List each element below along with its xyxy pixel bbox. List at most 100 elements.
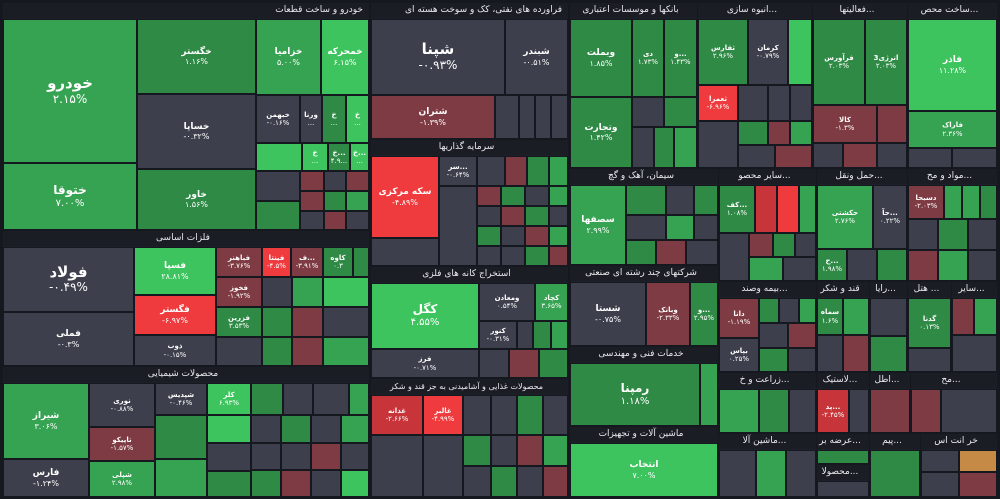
stock-tile[interactable]: فملی -۰.۳%: [3, 312, 134, 366]
stock-tile[interactable]: [256, 201, 300, 230]
stock-tile[interactable]: [324, 211, 346, 230]
stock-tile[interactable]: ذوب -۰.۱۵%: [134, 335, 216, 366]
stock-tile[interactable]: [773, 233, 795, 257]
stock-tile[interactable]: [817, 335, 843, 372]
stock-tile[interactable]: [256, 171, 300, 201]
stock-tile[interactable]: [738, 85, 768, 121]
stock-tile[interactable]: [341, 443, 369, 470]
stock-tile[interactable]: [968, 250, 997, 281]
stock-tile[interactable]: [788, 323, 816, 348]
stock-tile[interactable]: کالا -۱.۳%: [813, 105, 877, 143]
stock-tile[interactable]: ثفارس ۲.۹۶%: [698, 19, 748, 85]
stock-tile[interactable]: [353, 247, 369, 277]
stock-tile[interactable]: [281, 470, 311, 497]
stock-tile[interactable]: [256, 143, 302, 171]
stock-tile[interactable]: خگستر ۱.۱۶%: [137, 19, 256, 94]
stock-tile[interactable]: [775, 145, 812, 168]
stock-tile[interactable]: [938, 219, 968, 250]
stock-tile[interactable]: وتجارت ۱.۴۲%: [570, 97, 632, 168]
stock-tile[interactable]: [283, 383, 313, 415]
stock-tile[interactable]: [626, 185, 666, 215]
stock-tile[interactable]: [870, 389, 910, 433]
stock-tile[interactable]: [738, 145, 775, 168]
stock-tile[interactable]: خ...: [322, 95, 346, 143]
stock-tile[interactable]: [719, 233, 749, 281]
stock-tile[interactable]: [768, 85, 790, 121]
stock-tile[interactable]: [980, 185, 997, 219]
stock-tile[interactable]: [789, 389, 816, 433]
stock-tile[interactable]: [626, 240, 656, 265]
stock-tile[interactable]: [877, 105, 907, 143]
stock-tile[interactable]: [505, 156, 527, 186]
stock-tile[interactable]: [795, 233, 816, 257]
stock-tile[interactable]: [788, 19, 812, 85]
stock-tile[interactable]: [501, 226, 525, 246]
stock-tile[interactable]: ومعادن ۰.۵۴%: [479, 283, 535, 321]
stock-tile[interactable]: [477, 186, 501, 206]
stock-tile[interactable]: فسپا ۲۸.۸۱%: [134, 247, 216, 295]
stock-tile[interactable]: [463, 466, 491, 497]
stock-tile[interactable]: [491, 395, 517, 435]
stock-tile[interactable]: [911, 389, 941, 433]
stock-tile[interactable]: [786, 450, 816, 497]
stock-tile[interactable]: انرژی3 ۲.۰۳%: [865, 19, 907, 105]
stock-tile[interactable]: خزامیا ۵.۰۰%: [256, 19, 321, 95]
stock-tile[interactable]: [738, 121, 768, 145]
stock-tile[interactable]: کرمان -۰.۷۹%: [748, 19, 788, 85]
stock-tile[interactable]: و... ۲.۹۵%: [690, 282, 718, 346]
stock-tile[interactable]: [755, 185, 777, 233]
stock-tile[interactable]: [938, 250, 968, 281]
stock-tile[interactable]: [281, 443, 311, 470]
stock-tile[interactable]: [341, 415, 369, 443]
stock-tile[interactable]: [790, 85, 812, 121]
stock-tile[interactable]: [477, 246, 501, 266]
stock-tile[interactable]: [371, 238, 439, 266]
stock-tile[interactable]: [501, 206, 525, 226]
stock-tile[interactable]: فخوز -۱.۹۲%: [216, 277, 262, 307]
stock-tile[interactable]: [664, 97, 697, 127]
stock-tile[interactable]: [870, 336, 907, 372]
stock-tile[interactable]: پد... -۲.۴۵%: [817, 389, 849, 433]
stock-tile[interactable]: [439, 186, 477, 266]
stock-tile[interactable]: [251, 470, 281, 497]
stock-tile[interactable]: [535, 95, 551, 139]
stock-tile[interactable]: کچاد ۳.۶۵%: [535, 283, 568, 321]
stock-tile[interactable]: [843, 143, 877, 168]
stock-tile[interactable]: [549, 226, 568, 246]
stock-tile[interactable]: [849, 389, 869, 433]
stock-tile[interactable]: [323, 307, 369, 337]
stock-tile[interactable]: انتخاب ۷.۰۰%: [570, 443, 718, 497]
stock-tile[interactable]: فباهنر -۳.۷۶%: [216, 247, 262, 277]
stock-tile[interactable]: وبانک -۲.۳۳%: [646, 282, 690, 346]
stock-tile[interactable]: [817, 450, 869, 464]
stock-tile[interactable]: فولاد -۰.۴۹%: [3, 247, 134, 312]
stock-tile[interactable]: [756, 450, 786, 497]
stock-tile[interactable]: خبهمن -۰.۱۶%: [256, 95, 300, 143]
stock-tile[interactable]: [300, 211, 324, 230]
stock-tile[interactable]: فزرین ۳.۵۳%: [216, 307, 262, 337]
stock-tile[interactable]: [324, 171, 346, 191]
stock-tile[interactable]: [719, 389, 759, 433]
stock-tile[interactable]: و... ۱.۴۳%: [664, 19, 697, 97]
stock-tile[interactable]: شبندر -۰.۵۱%: [505, 19, 568, 95]
stock-tile[interactable]: ختوقا ۷.۰۰%: [3, 163, 137, 230]
stock-tile[interactable]: کلر ۶.۹۳%: [207, 383, 251, 415]
stock-tile[interactable]: [477, 206, 501, 226]
stock-tile[interactable]: [311, 415, 341, 443]
stock-tile[interactable]: [525, 186, 549, 206]
stock-tile[interactable]: [870, 450, 920, 497]
stock-tile[interactable]: [292, 337, 323, 366]
stock-tile[interactable]: [517, 435, 543, 466]
stock-tile[interactable]: نوری -۰.۸۸%: [89, 383, 155, 427]
stock-tile[interactable]: ف... -۳.۹۱%: [291, 247, 323, 277]
stock-tile[interactable]: [908, 348, 951, 372]
stock-tile[interactable]: [479, 349, 509, 378]
stock-tile[interactable]: [323, 277, 369, 307]
stock-tile[interactable]: [968, 219, 997, 250]
stock-tile[interactable]: [921, 472, 959, 497]
stock-tile[interactable]: [686, 240, 718, 265]
stock-tile[interactable]: [908, 219, 938, 250]
stock-tile[interactable]: [549, 206, 568, 226]
stock-tile[interactable]: سر... -۰.۶۴%: [439, 156, 477, 186]
stock-tile[interactable]: دسبحا -۲.۰۳%: [908, 185, 944, 219]
